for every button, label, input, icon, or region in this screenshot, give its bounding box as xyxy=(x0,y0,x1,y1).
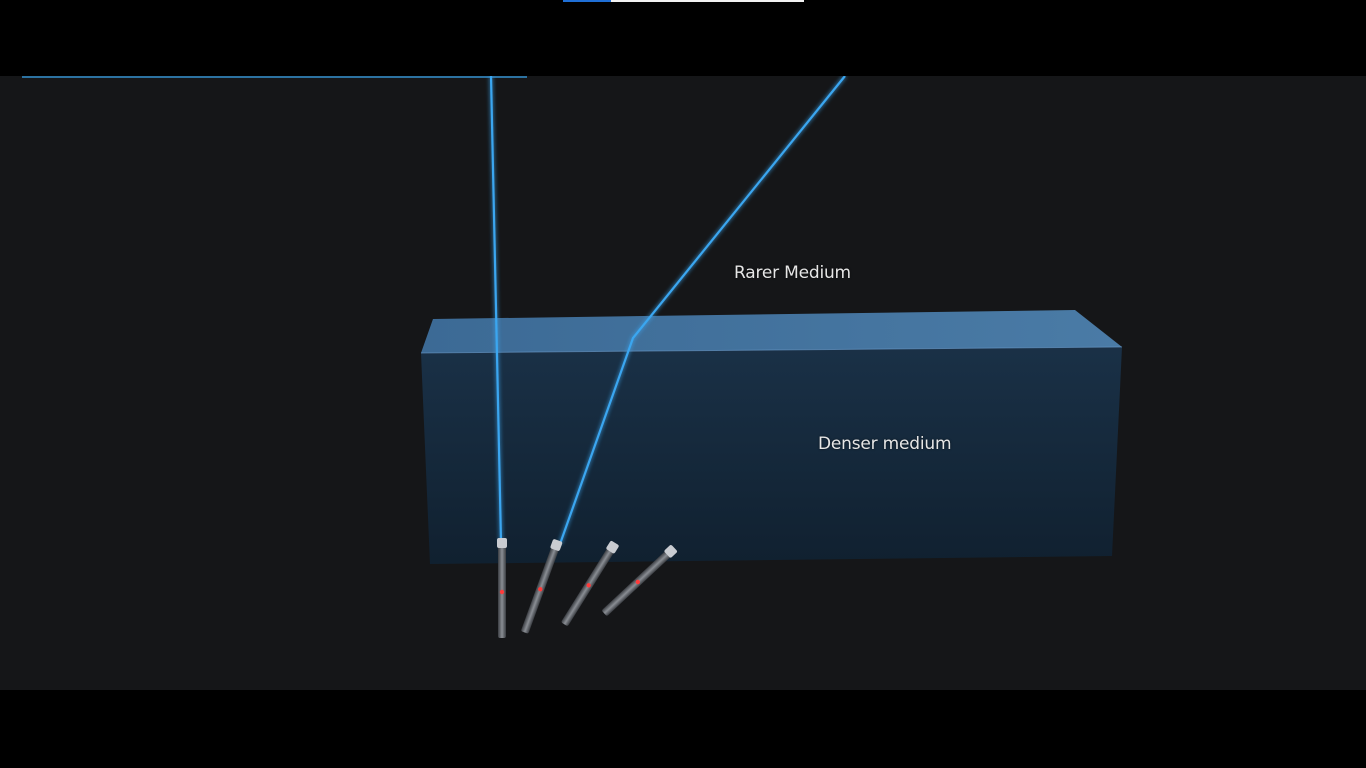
laser-pointer-2 xyxy=(521,539,563,634)
rarer-medium-label: Rarer Medium xyxy=(734,263,851,283)
denser-medium-block xyxy=(420,310,1123,564)
normal-beam xyxy=(489,76,503,543)
laser-pointer-4 xyxy=(602,545,677,616)
light-beams xyxy=(489,76,846,545)
refracted-beam xyxy=(558,76,846,545)
letterbox-top xyxy=(0,0,1366,76)
refraction-scene xyxy=(22,76,1123,638)
laser-pointers xyxy=(497,538,677,638)
progress-fill xyxy=(563,0,612,2)
letterbox-bottom xyxy=(0,690,1366,768)
laser-pointer-1 xyxy=(497,538,507,638)
block-top-face xyxy=(421,310,1122,353)
video-frame[interactable]: Rarer Medium Denser medium xyxy=(0,76,1366,690)
progress-bar[interactable] xyxy=(563,0,804,2)
laser-pointer-3 xyxy=(561,541,619,626)
block-front-face xyxy=(421,347,1122,564)
denser-medium-label: Denser medium xyxy=(818,434,952,454)
